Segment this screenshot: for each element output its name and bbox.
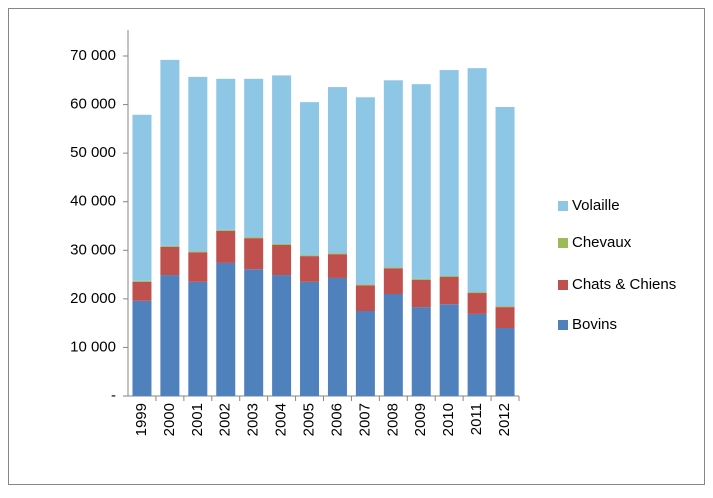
x-tick-label: 2002	[217, 403, 234, 436]
bar-segment	[439, 70, 459, 277]
bar-segment	[188, 251, 208, 253]
bar-segment	[272, 275, 292, 396]
x-tick-label: 2009	[412, 403, 429, 436]
x-tick-label: 2010	[440, 403, 457, 436]
bar-segment	[300, 255, 320, 257]
bar-segment	[160, 245, 180, 247]
bar-segment	[467, 293, 487, 314]
legend-swatch	[558, 201, 568, 211]
bar-segment	[495, 107, 515, 307]
bar-segment	[327, 253, 347, 255]
bar-segment	[467, 68, 487, 293]
bar-segment	[383, 80, 403, 268]
x-tick-label: 2008	[384, 403, 401, 436]
bar-segment	[216, 229, 236, 231]
bar-segment	[495, 328, 515, 396]
bar-segment	[411, 278, 431, 280]
bar-segment	[272, 244, 292, 276]
y-tick-label: 50 000	[70, 144, 116, 161]
x-tick-label: 2012	[496, 403, 513, 436]
legend-label: Chevaux	[572, 234, 632, 251]
bar-segment	[383, 294, 403, 396]
bar-segment	[272, 75, 292, 244]
bar-segment	[272, 243, 292, 245]
legend-swatch	[558, 238, 568, 248]
bar-segment	[160, 275, 180, 396]
x-tick-label: 2001	[189, 403, 206, 436]
bar-segment	[439, 276, 459, 277]
x-tick-label: 2011	[468, 403, 485, 435]
bar-segment	[411, 84, 431, 279]
bar-segment	[439, 304, 459, 396]
bar-segment	[467, 292, 487, 294]
bar-segment	[495, 306, 515, 308]
bar-segment	[244, 78, 264, 238]
bar-segment	[439, 277, 459, 305]
bar-segment	[132, 280, 152, 282]
bar-segment	[160, 59, 180, 246]
bar-segment	[188, 252, 208, 282]
bar-segment	[355, 285, 375, 311]
bar-segment	[411, 307, 431, 396]
bar-segment	[467, 313, 487, 396]
bar-segment	[411, 279, 431, 308]
bar-segment	[188, 281, 208, 396]
bar-segment	[132, 114, 152, 281]
bar-segment	[383, 268, 403, 294]
x-tick-label: 2005	[301, 403, 318, 436]
y-tick-label: 70 000	[70, 47, 116, 64]
bar-segment	[244, 237, 264, 239]
bar-segment	[300, 256, 320, 282]
bar-segment	[355, 311, 375, 396]
legend-swatch	[558, 320, 568, 330]
bar-segment	[216, 262, 236, 396]
y-tick-label: 60 000	[70, 96, 116, 113]
bar-segment	[132, 281, 152, 301]
bar-segment	[216, 78, 236, 230]
bar-segment	[327, 254, 347, 278]
y-tick-label: 30 000	[70, 241, 116, 258]
bar-segment	[355, 97, 375, 285]
legend-label: Bovins	[572, 316, 617, 333]
legend-label: Chats & Chiens	[572, 276, 676, 293]
bar-segment	[216, 230, 236, 263]
y-tick-label: 10 000	[70, 338, 116, 355]
bar-segment	[132, 300, 152, 396]
y-tick-label: 20 000	[70, 290, 116, 307]
bar-segment	[300, 281, 320, 396]
x-tick-label: 2007	[356, 403, 373, 436]
x-tick-label: 2004	[273, 403, 290, 436]
bar-segment	[244, 269, 264, 396]
bar-segment	[300, 102, 320, 256]
x-tick-label: 1999	[133, 403, 150, 436]
bar-segment	[383, 267, 403, 269]
bar-segment	[355, 284, 375, 286]
legend-swatch	[558, 280, 568, 290]
bar-segment	[327, 277, 347, 396]
bar-segment	[327, 87, 347, 254]
bar-segment	[495, 307, 515, 328]
x-tick-label: 2006	[328, 403, 345, 436]
x-tick-label: 2000	[161, 403, 178, 436]
y-tick-label: -	[111, 387, 116, 404]
y-tick-label: 40 000	[70, 193, 116, 210]
x-tick-label: 2003	[245, 403, 262, 436]
bar-segment	[244, 238, 264, 270]
bar-segment	[160, 246, 180, 276]
legend-label: Volaille	[572, 197, 620, 214]
bar-segment	[188, 76, 208, 252]
